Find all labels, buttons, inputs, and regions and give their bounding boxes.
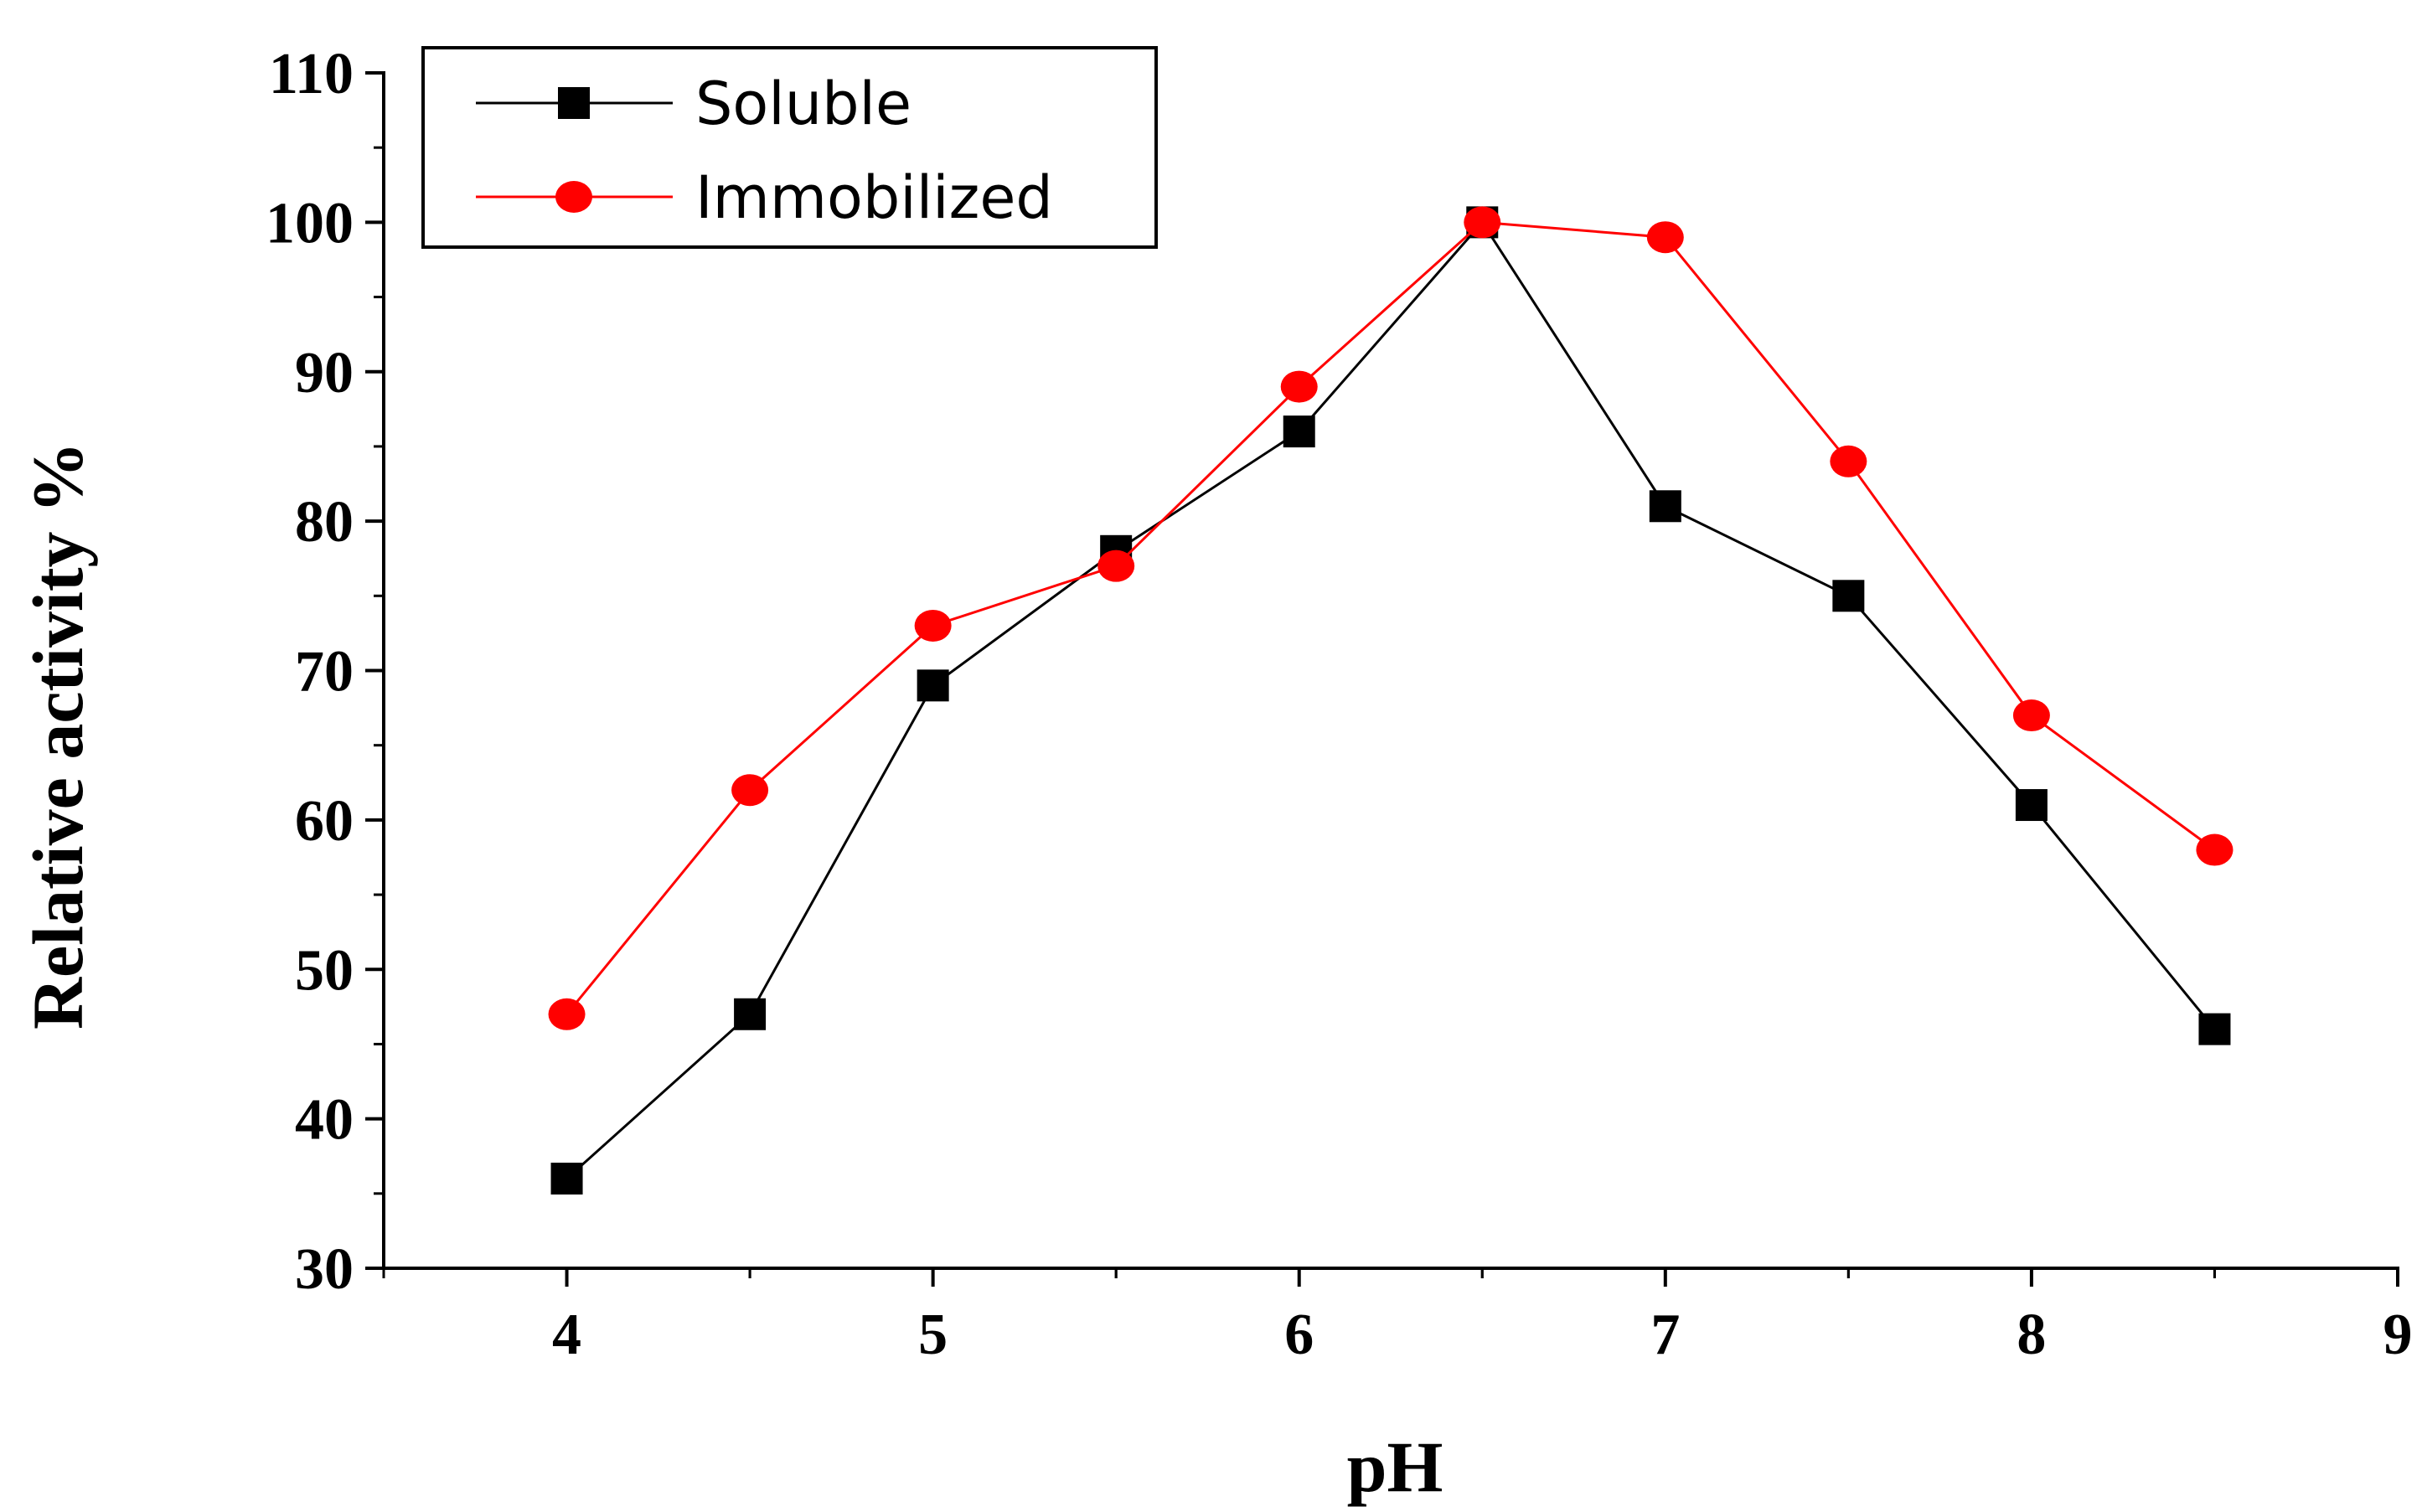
legend-marker-soluble [558, 87, 590, 119]
y-tick-label: 70 [295, 640, 354, 704]
series-line-soluble [565, 219, 2216, 1180]
data-point-soluble [734, 998, 767, 1030]
y-axis-title: Relative activity % [18, 441, 98, 1030]
y-tick-label: 60 [295, 789, 354, 854]
y-tick-label: 100 [266, 191, 354, 255]
legend-box [421, 46, 1158, 249]
legend-entry-soluble: Soluble [476, 70, 911, 138]
data-point-immobilized [914, 609, 952, 642]
y-tick-label: 110 [269, 42, 354, 106]
data-point-immobilized [548, 998, 586, 1030]
data-point-soluble [550, 1162, 583, 1195]
data-point-immobilized [2196, 833, 2234, 866]
legend-entry-immobilized: Immobilized [476, 163, 1053, 232]
data-point-soluble [1283, 415, 1315, 448]
series-layer [548, 206, 2234, 1195]
x-axis-ticks: 4 5 6 7 8 9 [382, 1268, 2413, 1367]
legend-marker-immobilized [555, 181, 592, 213]
legend-label-soluble: Soluble [695, 70, 911, 138]
y-tick-label: 50 [295, 938, 354, 1003]
axes [382, 71, 2399, 1270]
data-point-soluble [1649, 490, 1681, 523]
data-point-immobilized [1280, 370, 1318, 403]
series-immobilized [548, 206, 2234, 1030]
x-axis-title: pH [1347, 1427, 1443, 1507]
legend-label-immobilized: Immobilized [695, 163, 1053, 232]
x-tick-label: 4 [552, 1303, 581, 1367]
x-tick-label: 9 [2383, 1303, 2413, 1367]
x-tick-label: 5 [918, 1303, 948, 1367]
series-soluble [550, 206, 2231, 1195]
y-axis-ticks: 30 40 50 60 70 80 90 100 110 [266, 42, 384, 1302]
x-tick-label: 7 [1650, 1303, 1680, 1367]
data-point-soluble [2198, 1013, 2231, 1045]
x-tick-label: 8 [2017, 1303, 2046, 1367]
data-point-immobilized [1097, 550, 1135, 582]
data-point-soluble [2015, 789, 2048, 822]
data-point-soluble [917, 669, 949, 702]
data-point-immobilized [731, 774, 769, 807]
data-point-immobilized [1464, 206, 1501, 239]
y-tick-label: 90 [295, 341, 354, 405]
y-tick-label: 30 [295, 1237, 354, 1302]
data-point-immobilized [1646, 221, 1684, 254]
data-point-immobilized [2012, 699, 2050, 732]
y-tick-label: 40 [295, 1088, 354, 1153]
x-tick-label: 6 [1284, 1303, 1314, 1367]
y-tick-label: 80 [295, 490, 354, 555]
data-point-soluble [1832, 580, 1865, 612]
data-point-immobilized [1830, 445, 1867, 477]
series-line-immobilized [565, 220, 2216, 1015]
legend: Soluble Immobilized [421, 46, 1158, 249]
